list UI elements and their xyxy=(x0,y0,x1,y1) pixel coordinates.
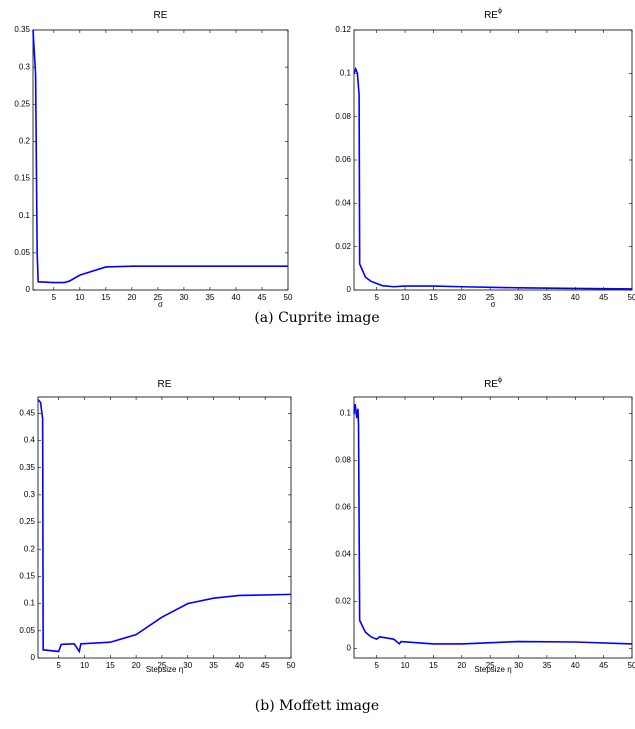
x-tick-label: 15 xyxy=(101,293,110,302)
x-tick-label: 10 xyxy=(80,661,89,670)
x-tick-label: 25 xyxy=(486,661,495,670)
title-text: RE xyxy=(484,10,498,21)
plot-area xyxy=(32,29,289,291)
y-tick-label: 0.3 xyxy=(24,490,36,499)
y-tick-label: 0.2 xyxy=(19,137,31,146)
y-tick-label: 0 xyxy=(347,644,352,653)
x-tick-label: 20 xyxy=(457,293,466,302)
y-tick-label: 0.15 xyxy=(19,572,35,581)
y-tick-label: 0.1 xyxy=(24,599,36,608)
x-axis-label: σ xyxy=(491,300,496,309)
chart-title: RE xyxy=(158,379,172,390)
title-text: RE xyxy=(484,379,498,390)
x-tick-label: 35 xyxy=(542,661,551,670)
y-tick-label: 0.04 xyxy=(335,550,351,559)
y-tick-label: 0.45 xyxy=(19,408,35,417)
x-tick-label: 40 xyxy=(571,293,580,302)
x-axis-label: Stepsize η xyxy=(146,665,183,674)
y-tick-label: 0.35 xyxy=(19,463,35,472)
x-tick-label: 5 xyxy=(374,293,379,302)
caption: (b) Moffett image xyxy=(255,698,379,714)
x-tick-label: 15 xyxy=(429,661,438,670)
y-tick-label: 0.06 xyxy=(335,503,351,512)
y-tick-label: 0 xyxy=(31,653,36,662)
x-tick-label: 25 xyxy=(157,661,166,670)
title-text: RE xyxy=(158,379,172,390)
data-line xyxy=(353,66,633,290)
chart-title: RE xyxy=(154,10,168,21)
x-tick-label: 35 xyxy=(205,293,214,302)
x-tick-label: 5 xyxy=(52,293,57,302)
x-tick-label: 20 xyxy=(127,293,136,302)
y-tick-label: 0 xyxy=(26,285,31,294)
y-tick-label: 0.08 xyxy=(335,456,351,465)
y-tick-label: 0.25 xyxy=(19,517,35,526)
x-tick-label: 10 xyxy=(401,661,410,670)
plot-area xyxy=(353,29,633,291)
y-tick-label: 0.2 xyxy=(24,544,36,553)
data-line xyxy=(32,29,288,284)
title-superscript: ϕ xyxy=(498,377,502,384)
x-tick-label: 45 xyxy=(261,661,270,670)
y-tick-label: 0.04 xyxy=(335,198,351,207)
x-tick-label: 30 xyxy=(183,661,192,670)
x-tick-label: 20 xyxy=(132,661,141,670)
x-tick-label: 45 xyxy=(258,293,267,302)
x-tick-label: 10 xyxy=(401,293,410,302)
y-tick-label: 0.1 xyxy=(340,68,352,77)
x-tick-label: 5 xyxy=(56,661,61,670)
x-tick-label: 35 xyxy=(209,661,218,670)
x-tick-label: 25 xyxy=(486,293,495,302)
x-axis-label: σ xyxy=(158,300,163,309)
title-text: RE xyxy=(154,10,168,21)
chart-title: REϕ xyxy=(484,8,502,21)
y-tick-label: 0.4 xyxy=(24,436,36,445)
data-line xyxy=(37,399,292,654)
x-tick-label: 30 xyxy=(514,293,523,302)
y-tick-label: 0.12 xyxy=(335,25,351,34)
chart-title: REϕ xyxy=(484,377,502,390)
x-tick-label: 50 xyxy=(628,661,635,670)
x-axis-label: Stepsize η xyxy=(474,665,511,674)
y-tick-label: 0.05 xyxy=(19,626,35,635)
x-tick-label: 15 xyxy=(429,293,438,302)
x-tick-label: 40 xyxy=(232,293,241,302)
plot-area xyxy=(353,396,633,659)
x-tick-label: 50 xyxy=(284,293,293,302)
x-tick-label: 20 xyxy=(457,661,466,670)
y-tick-label: 0.1 xyxy=(19,211,31,220)
y-tick-label: 0.3 xyxy=(19,62,31,71)
y-tick-label: 0.25 xyxy=(14,99,30,108)
x-tick-label: 30 xyxy=(179,293,188,302)
y-tick-label: 0 xyxy=(347,285,352,294)
y-tick-label: 0.02 xyxy=(335,597,351,606)
x-tick-label: 50 xyxy=(287,661,296,670)
x-tick-label: 15 xyxy=(106,661,115,670)
caption: (a) Cuprite image xyxy=(254,310,379,326)
x-tick-label: 50 xyxy=(628,293,635,302)
x-tick-label: 5 xyxy=(374,661,379,670)
y-tick-label: 0.35 xyxy=(14,25,30,34)
x-tick-label: 45 xyxy=(599,293,608,302)
x-tick-label: 35 xyxy=(542,293,551,302)
y-tick-label: 0.1 xyxy=(340,409,352,418)
x-tick-label: 25 xyxy=(153,293,162,302)
x-tick-label: 45 xyxy=(599,661,608,670)
x-tick-label: 30 xyxy=(514,661,523,670)
y-tick-label: 0.06 xyxy=(335,155,351,164)
y-tick-label: 0.08 xyxy=(335,112,351,121)
x-tick-label: 40 xyxy=(571,661,580,670)
title-superscript: ϕ xyxy=(498,8,502,15)
x-tick-label: 10 xyxy=(75,293,84,302)
data-line xyxy=(353,403,633,646)
y-tick-label: 0.15 xyxy=(14,174,30,183)
y-tick-label: 0.02 xyxy=(335,242,351,251)
plot-area xyxy=(37,396,292,659)
y-tick-label: 0.05 xyxy=(14,248,30,257)
x-tick-label: 40 xyxy=(235,661,244,670)
